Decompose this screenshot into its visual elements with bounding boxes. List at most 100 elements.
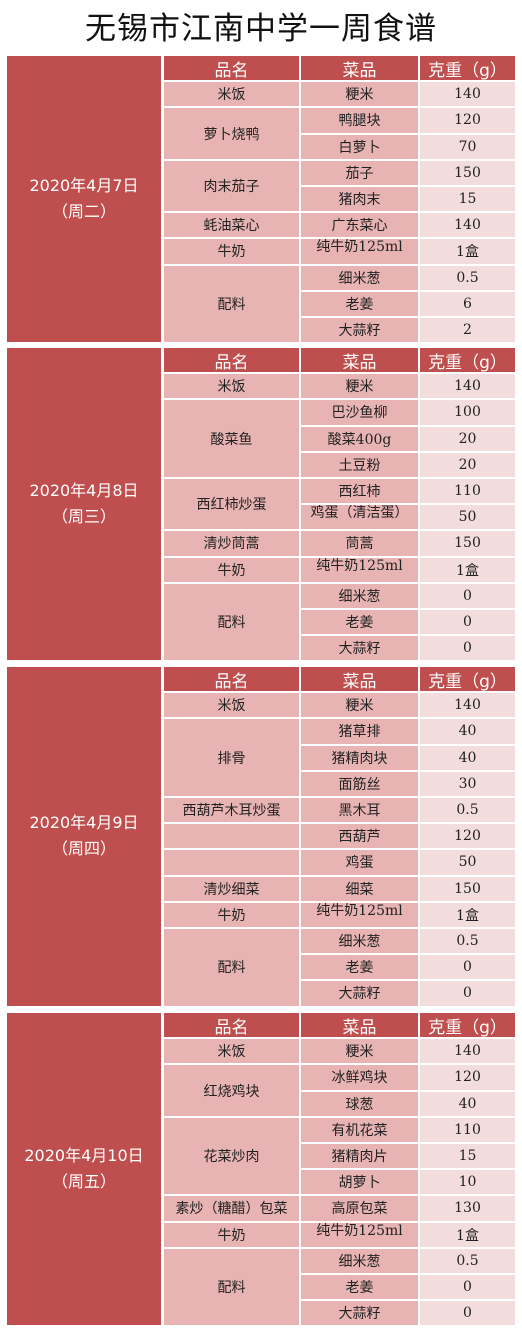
- header-item: 菜品: [301, 348, 418, 373]
- dish-name: 西红柿炒蛋: [164, 479, 299, 530]
- ingredient-name: 土豆粉: [301, 452, 418, 477]
- dish-name: 红烧鸡块: [164, 1065, 299, 1116]
- ingredient-weight: 150: [420, 160, 515, 185]
- ingredient-name: 高原包菜: [301, 1196, 418, 1221]
- ingredient-name: 老姜: [301, 1275, 418, 1300]
- ingredient-name: 西葫芦: [301, 824, 418, 849]
- ingredient-weight: 15: [420, 1144, 515, 1169]
- header-item: 菜品: [301, 1013, 418, 1038]
- ingredient-name: 茄子: [301, 160, 418, 185]
- ingredient-weight: 0.5: [420, 1248, 515, 1273]
- ingredient-name: 粳米: [301, 82, 418, 107]
- ingredient-weight: 120: [420, 108, 515, 133]
- ingredient-weight: 140: [420, 374, 515, 399]
- date-label: 2020年4月8日: [29, 481, 139, 501]
- header-weight: 克重（g）: [420, 667, 515, 692]
- ingredient-name: 巴沙鱼柳: [301, 400, 418, 425]
- ingredient-weight: 150: [420, 876, 515, 901]
- dish-name: 配料: [164, 1248, 299, 1326]
- ingredient-name: 细米葱: [301, 583, 418, 608]
- dish-name: 米饭: [164, 82, 299, 107]
- dish-name: 萝卜烧鸭: [164, 108, 299, 159]
- ingredient-name: 鸭腿块: [301, 108, 418, 133]
- ingredient-name: 纯牛奶125ml: [301, 1222, 418, 1247]
- ingredient-name: 大蒜籽: [301, 1301, 418, 1326]
- ingredient-name: 粳米: [301, 1039, 418, 1064]
- dish-name: 花菜炒肉: [164, 1117, 299, 1195]
- ingredient-weight: 0: [420, 955, 515, 980]
- ingredient-name: 鸡蛋: [301, 850, 418, 875]
- ingredient-name: 纯牛奶125ml: [301, 557, 418, 582]
- ingredient-weight: 20: [420, 426, 515, 451]
- ingredient-name: 大蒜籽: [301, 981, 418, 1006]
- ingredient-name: 大蒜籽: [301, 636, 418, 661]
- dish-name: 牛奶: [164, 902, 299, 927]
- ingredient-name: 纯牛奶125ml: [301, 239, 418, 264]
- header-weight: 克重（g）: [420, 56, 515, 81]
- dish-name: 肉末茄子: [164, 160, 299, 212]
- ingredient-weight: 0.5: [420, 929, 515, 954]
- date-cell: 2020年4月8日 （周三）: [7, 348, 161, 661]
- ingredient-weight: 140: [420, 213, 515, 238]
- ingredient-weight: 30: [420, 771, 515, 796]
- ingredient-weight: 100: [420, 400, 515, 425]
- ingredient-weight: 2: [420, 318, 515, 343]
- ingredient-weight: 1盒: [420, 902, 515, 927]
- ingredient-name: 有机花菜: [301, 1117, 418, 1142]
- ingredient-name: 黑木耳: [301, 798, 418, 823]
- ingredient-name: 茼蒿: [301, 531, 418, 556]
- ingredient-weight: 0: [420, 1301, 515, 1326]
- dish-name: 素炒（糖醋）包菜: [164, 1196, 299, 1221]
- day-block: 2020年4月9日 （周四） 品名 菜品 克重（g） 米饭 粳米 140 排骨 猪草排 40 猪精肉块…: [7, 667, 515, 1006]
- ingredient-weight: 1盒: [420, 557, 515, 582]
- ingredient-weight: 140: [420, 82, 515, 107]
- ingredient-weight: 110: [420, 1117, 515, 1142]
- day-block: 2020年4月7日 （周二） 品名 菜品 克重（g） 米饭 粳米 140 萝卜烧鸭 鸭腿块 120 白…: [7, 56, 515, 343]
- ingredient-name: 球葱: [301, 1091, 418, 1116]
- ingredient-weight: 50: [420, 850, 515, 875]
- ingredient-weight: 110: [420, 479, 515, 504]
- ingredient-weight: 0.5: [420, 265, 515, 290]
- dish-name: 配料: [164, 583, 299, 661]
- ingredient-name: 老姜: [301, 610, 418, 635]
- header-dish: 品名: [164, 667, 299, 692]
- ingredient-weight: 150: [420, 531, 515, 556]
- ingredient-name: 西红柿: [301, 479, 418, 504]
- weekday-label: （周五）: [51, 1172, 116, 1192]
- ingredient-name: 广东菜心: [301, 213, 418, 238]
- ingredient-weight: 40: [420, 719, 515, 744]
- date-cell: 2020年4月7日 （周二）: [7, 56, 161, 343]
- header-item: 菜品: [301, 667, 418, 692]
- ingredient-weight: 0: [420, 610, 515, 635]
- date-cell: 2020年4月10日 （周五）: [7, 1013, 161, 1326]
- ingredient-weight: 20: [420, 452, 515, 477]
- ingredient-weight: 15: [420, 187, 515, 212]
- dish-name: 酸菜鱼: [164, 400, 299, 477]
- ingredient-name: 细米葱: [301, 265, 418, 290]
- ingredient-weight: 6: [420, 291, 515, 316]
- ingredient-weight: 0: [420, 981, 515, 1006]
- ingredient-name: 猪肉末: [301, 187, 418, 212]
- weekday-label: （周二）: [51, 202, 116, 222]
- dish-name: 牛奶: [164, 239, 299, 264]
- ingredient-weight: 40: [420, 745, 515, 770]
- header-dish: 品名: [164, 1013, 299, 1038]
- date-label: 2020年4月10日: [24, 1146, 144, 1166]
- ingredient-name: 老姜: [301, 291, 418, 316]
- ingredient-weight: 0: [420, 636, 515, 661]
- ingredient-weight: 40: [420, 1091, 515, 1116]
- ingredient-name: 胡萝卜: [301, 1170, 418, 1195]
- dish-name: [164, 824, 299, 849]
- date-label: 2020年4月7日: [29, 176, 139, 196]
- ingredient-weight: 10: [420, 1170, 515, 1195]
- date-cell: 2020年4月9日 （周四）: [7, 667, 161, 1006]
- header-dish: 品名: [164, 348, 299, 373]
- dish-name: 清炒细菜: [164, 876, 299, 901]
- header-dish: 品名: [164, 56, 299, 81]
- ingredient-weight: 70: [420, 134, 515, 159]
- ingredient-name: 老姜: [301, 955, 418, 980]
- ingredient-name: 纯牛奶125ml: [301, 902, 418, 927]
- dish-name: 配料: [164, 929, 299, 1006]
- dish-name: 蚝油菜心: [164, 213, 299, 238]
- dish-name: 清炒茼蒿: [164, 531, 299, 556]
